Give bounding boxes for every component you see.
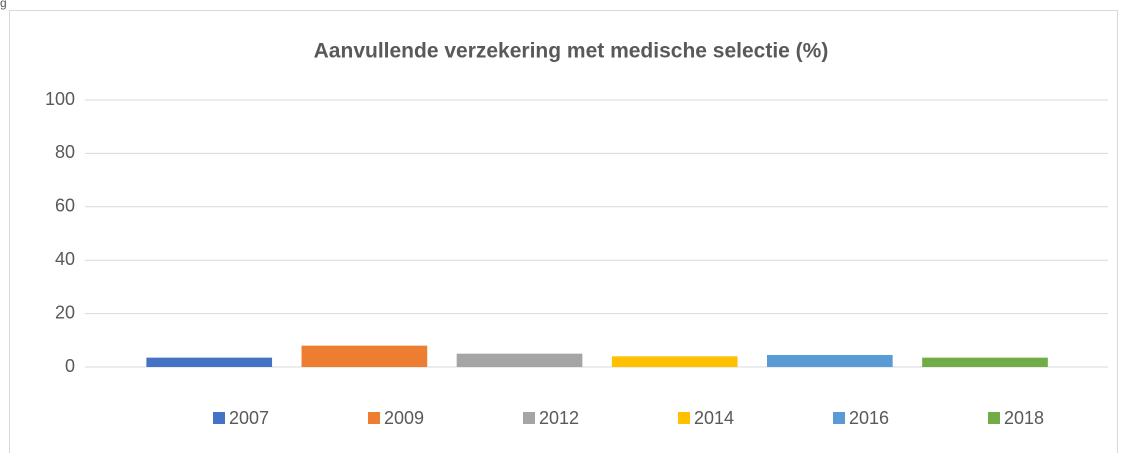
y-tick-label: 60 <box>55 196 75 216</box>
bar <box>922 357 1048 367</box>
legend-swatch <box>988 412 1000 424</box>
y-tick-label: 0 <box>65 356 75 376</box>
bar <box>301 345 428 367</box>
legend-label: 2016 <box>849 408 889 428</box>
legend-swatch <box>833 412 845 424</box>
legend-swatch <box>368 412 380 424</box>
legend-label: 2007 <box>229 408 269 428</box>
y-tick-label: 20 <box>55 302 75 322</box>
bar <box>611 356 738 367</box>
y-tick-label: 80 <box>55 142 75 162</box>
caption: g <box>0 0 7 10</box>
y-tick-label: 100 <box>45 89 75 109</box>
chart-title: Aanvullende verzekering met medische sel… <box>314 40 829 63</box>
legend-label: 2009 <box>384 408 424 428</box>
legend-label: 2012 <box>539 408 579 428</box>
bar <box>146 357 273 367</box>
legend-label: 2014 <box>694 408 734 428</box>
chart-frame <box>9 10 1118 453</box>
legend-swatch <box>523 412 535 424</box>
legend-swatch <box>678 412 690 424</box>
legend-swatch <box>213 412 225 424</box>
y-tick-label: 40 <box>55 249 75 269</box>
bar <box>456 353 583 367</box>
bar <box>767 354 893 367</box>
legend-label: 2018 <box>1004 408 1044 428</box>
